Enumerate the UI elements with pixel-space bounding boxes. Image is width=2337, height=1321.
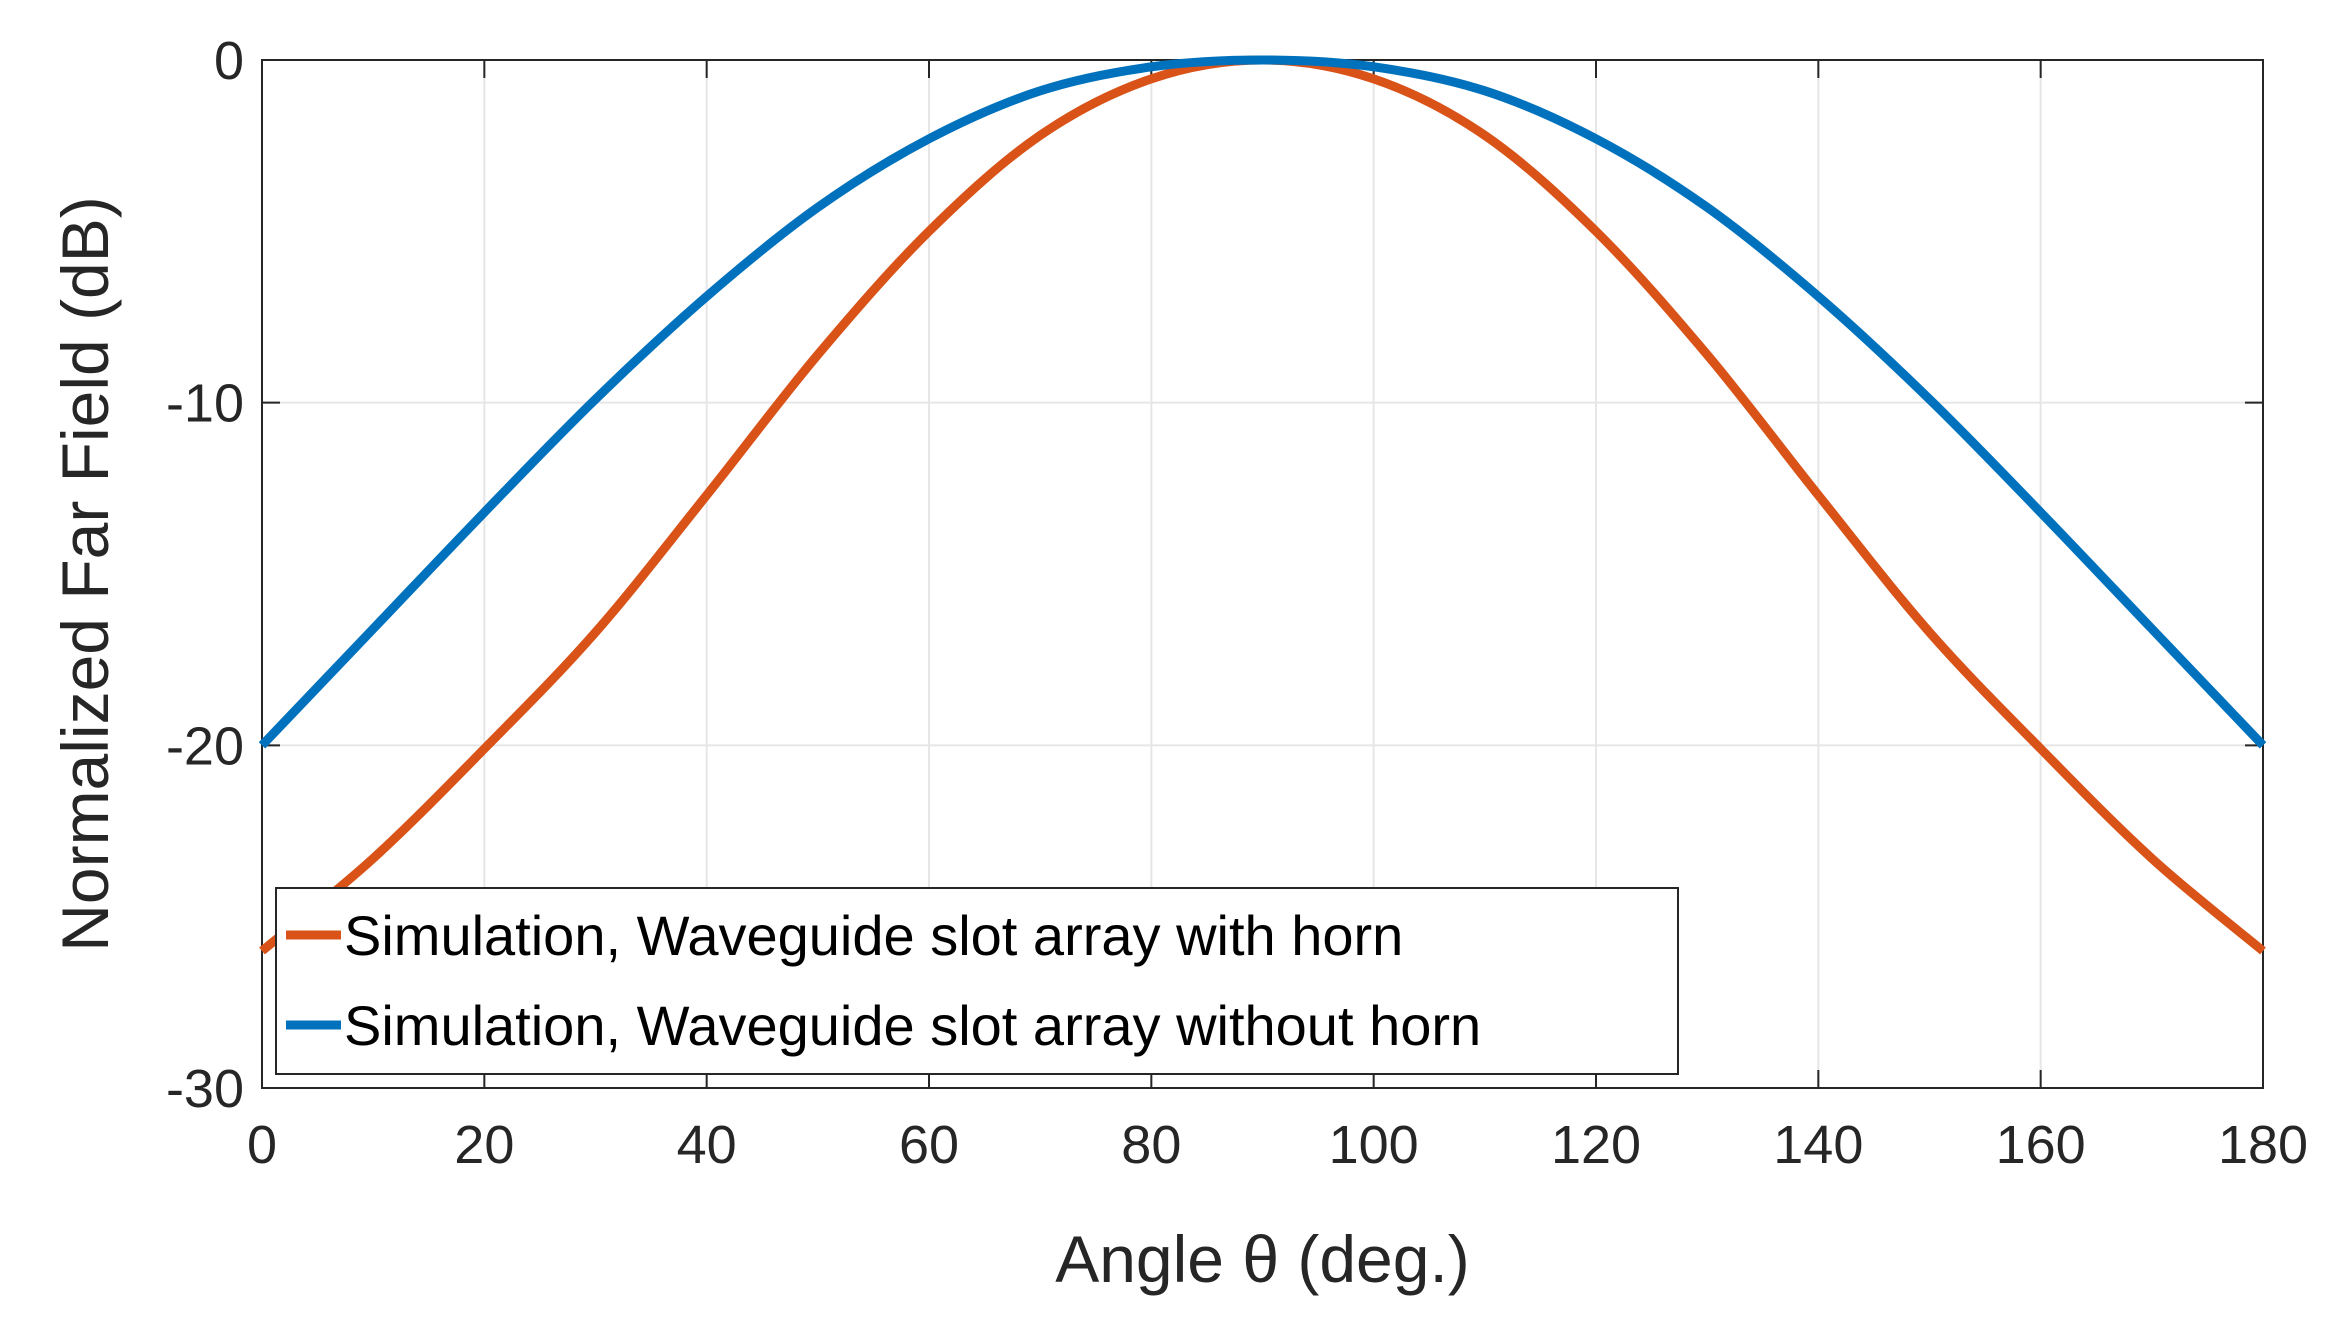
x-tick-label: 40 [677,1115,737,1175]
x-tick-label: 20 [454,1115,514,1175]
x-tick-label: 140 [1773,1115,1863,1175]
y-tick-label: 0 [214,31,244,91]
x-tick-label: 80 [1121,1115,1181,1175]
legend-label-2: Simulation, Waveguide slot array without… [344,994,1481,1057]
y-tick-label: -30 [166,1059,244,1119]
axis-ticks: 0 20 40 60 80 100 120 140 160 180 0 -10 -20 -30 [166,31,2308,1175]
x-axis-label: Angle θ (deg.) [1055,1222,1470,1296]
x-tick-label: 180 [2218,1115,2308,1175]
legend: Simulation, Waveguide slot array with ho… [275,887,1679,1075]
x-tick-label: 160 [1996,1115,2086,1175]
y-tick-label: -10 [166,374,244,434]
y-tick-label: -20 [166,716,244,776]
x-tick-label: 60 [899,1115,959,1175]
series-line-2 [258,55,2267,749]
legend-label-1: Simulation, Waveguide slot array with ho… [344,904,1403,967]
series-layer [258,55,2267,955]
x-tick-label: 120 [1551,1115,1641,1175]
x-tick-label: 0 [247,1115,277,1175]
series-line-1 [259,55,2266,955]
y-axis-label: Normalized Far Field (dB) [48,196,122,952]
legend-box [275,887,1679,1075]
x-tick-label: 100 [1329,1115,1419,1175]
